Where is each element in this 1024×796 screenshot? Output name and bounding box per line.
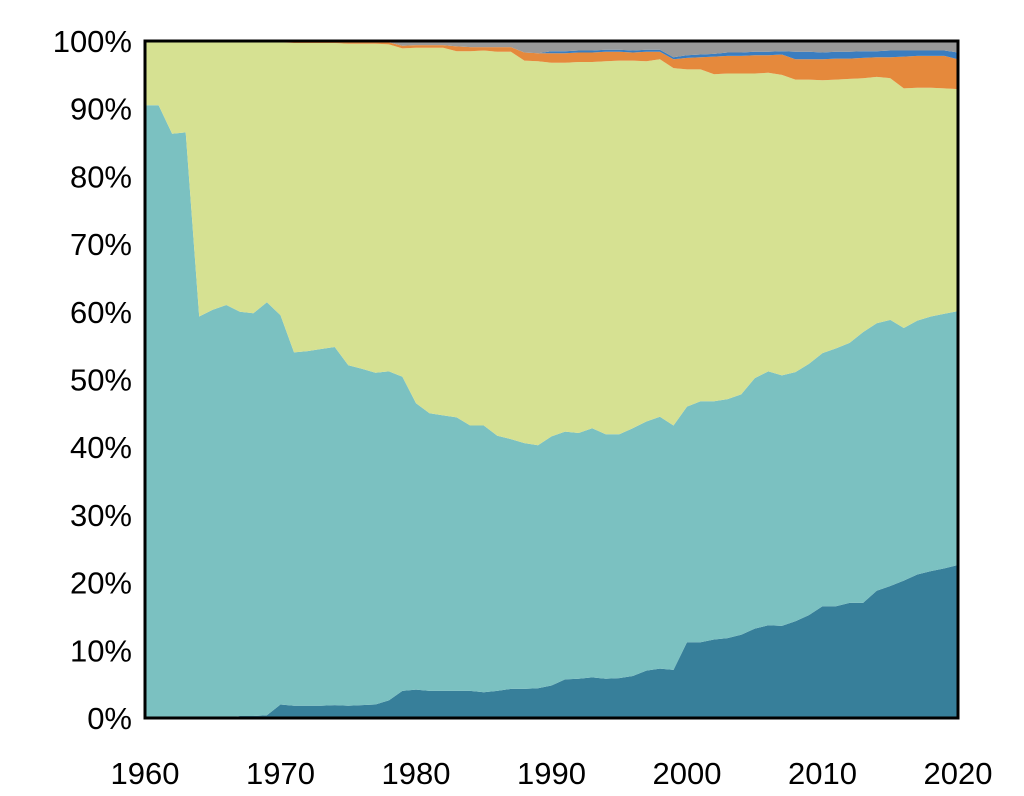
x-tick-label: 1980 <box>382 756 451 791</box>
area-layer-1 <box>145 565 958 718</box>
x-tick-label: 1990 <box>517 756 586 791</box>
y-tick-label: 10% <box>70 633 132 668</box>
y-tick-label: 100% <box>53 24 132 59</box>
x-tick-label: 2010 <box>788 756 857 791</box>
y-tick-label: 20% <box>70 566 132 601</box>
y-tick-label: 30% <box>70 498 132 533</box>
x-tick-label: 2020 <box>924 756 993 791</box>
area-layer-5 <box>145 41 958 60</box>
plot-frame <box>143 39 960 720</box>
area-layers <box>145 41 958 719</box>
x-tick-label: 1960 <box>111 756 180 791</box>
x-axis-ticks: 1960 1970 1980 1990 2000 2010 2020 <box>111 756 993 791</box>
area-layer-4 <box>145 41 958 90</box>
x-tick-label: 2000 <box>653 756 722 791</box>
y-tick-label: 70% <box>70 227 132 262</box>
area-layer-3 <box>145 41 958 446</box>
y-tick-label: 90% <box>70 92 132 127</box>
y-tick-label: 50% <box>70 363 132 398</box>
area-layer-2 <box>145 105 958 719</box>
y-tick-label: 60% <box>70 295 132 330</box>
y-tick-label: 80% <box>70 159 132 194</box>
y-axis-ticks: 0% 10% 20% 30% 40% 50% 60% 70% 80% 90% 100% <box>53 24 132 736</box>
y-tick-label: 0% <box>87 701 132 736</box>
area-layer-6 <box>145 41 958 58</box>
y-tick-label: 40% <box>70 430 132 465</box>
x-tick-label: 1970 <box>246 756 315 791</box>
